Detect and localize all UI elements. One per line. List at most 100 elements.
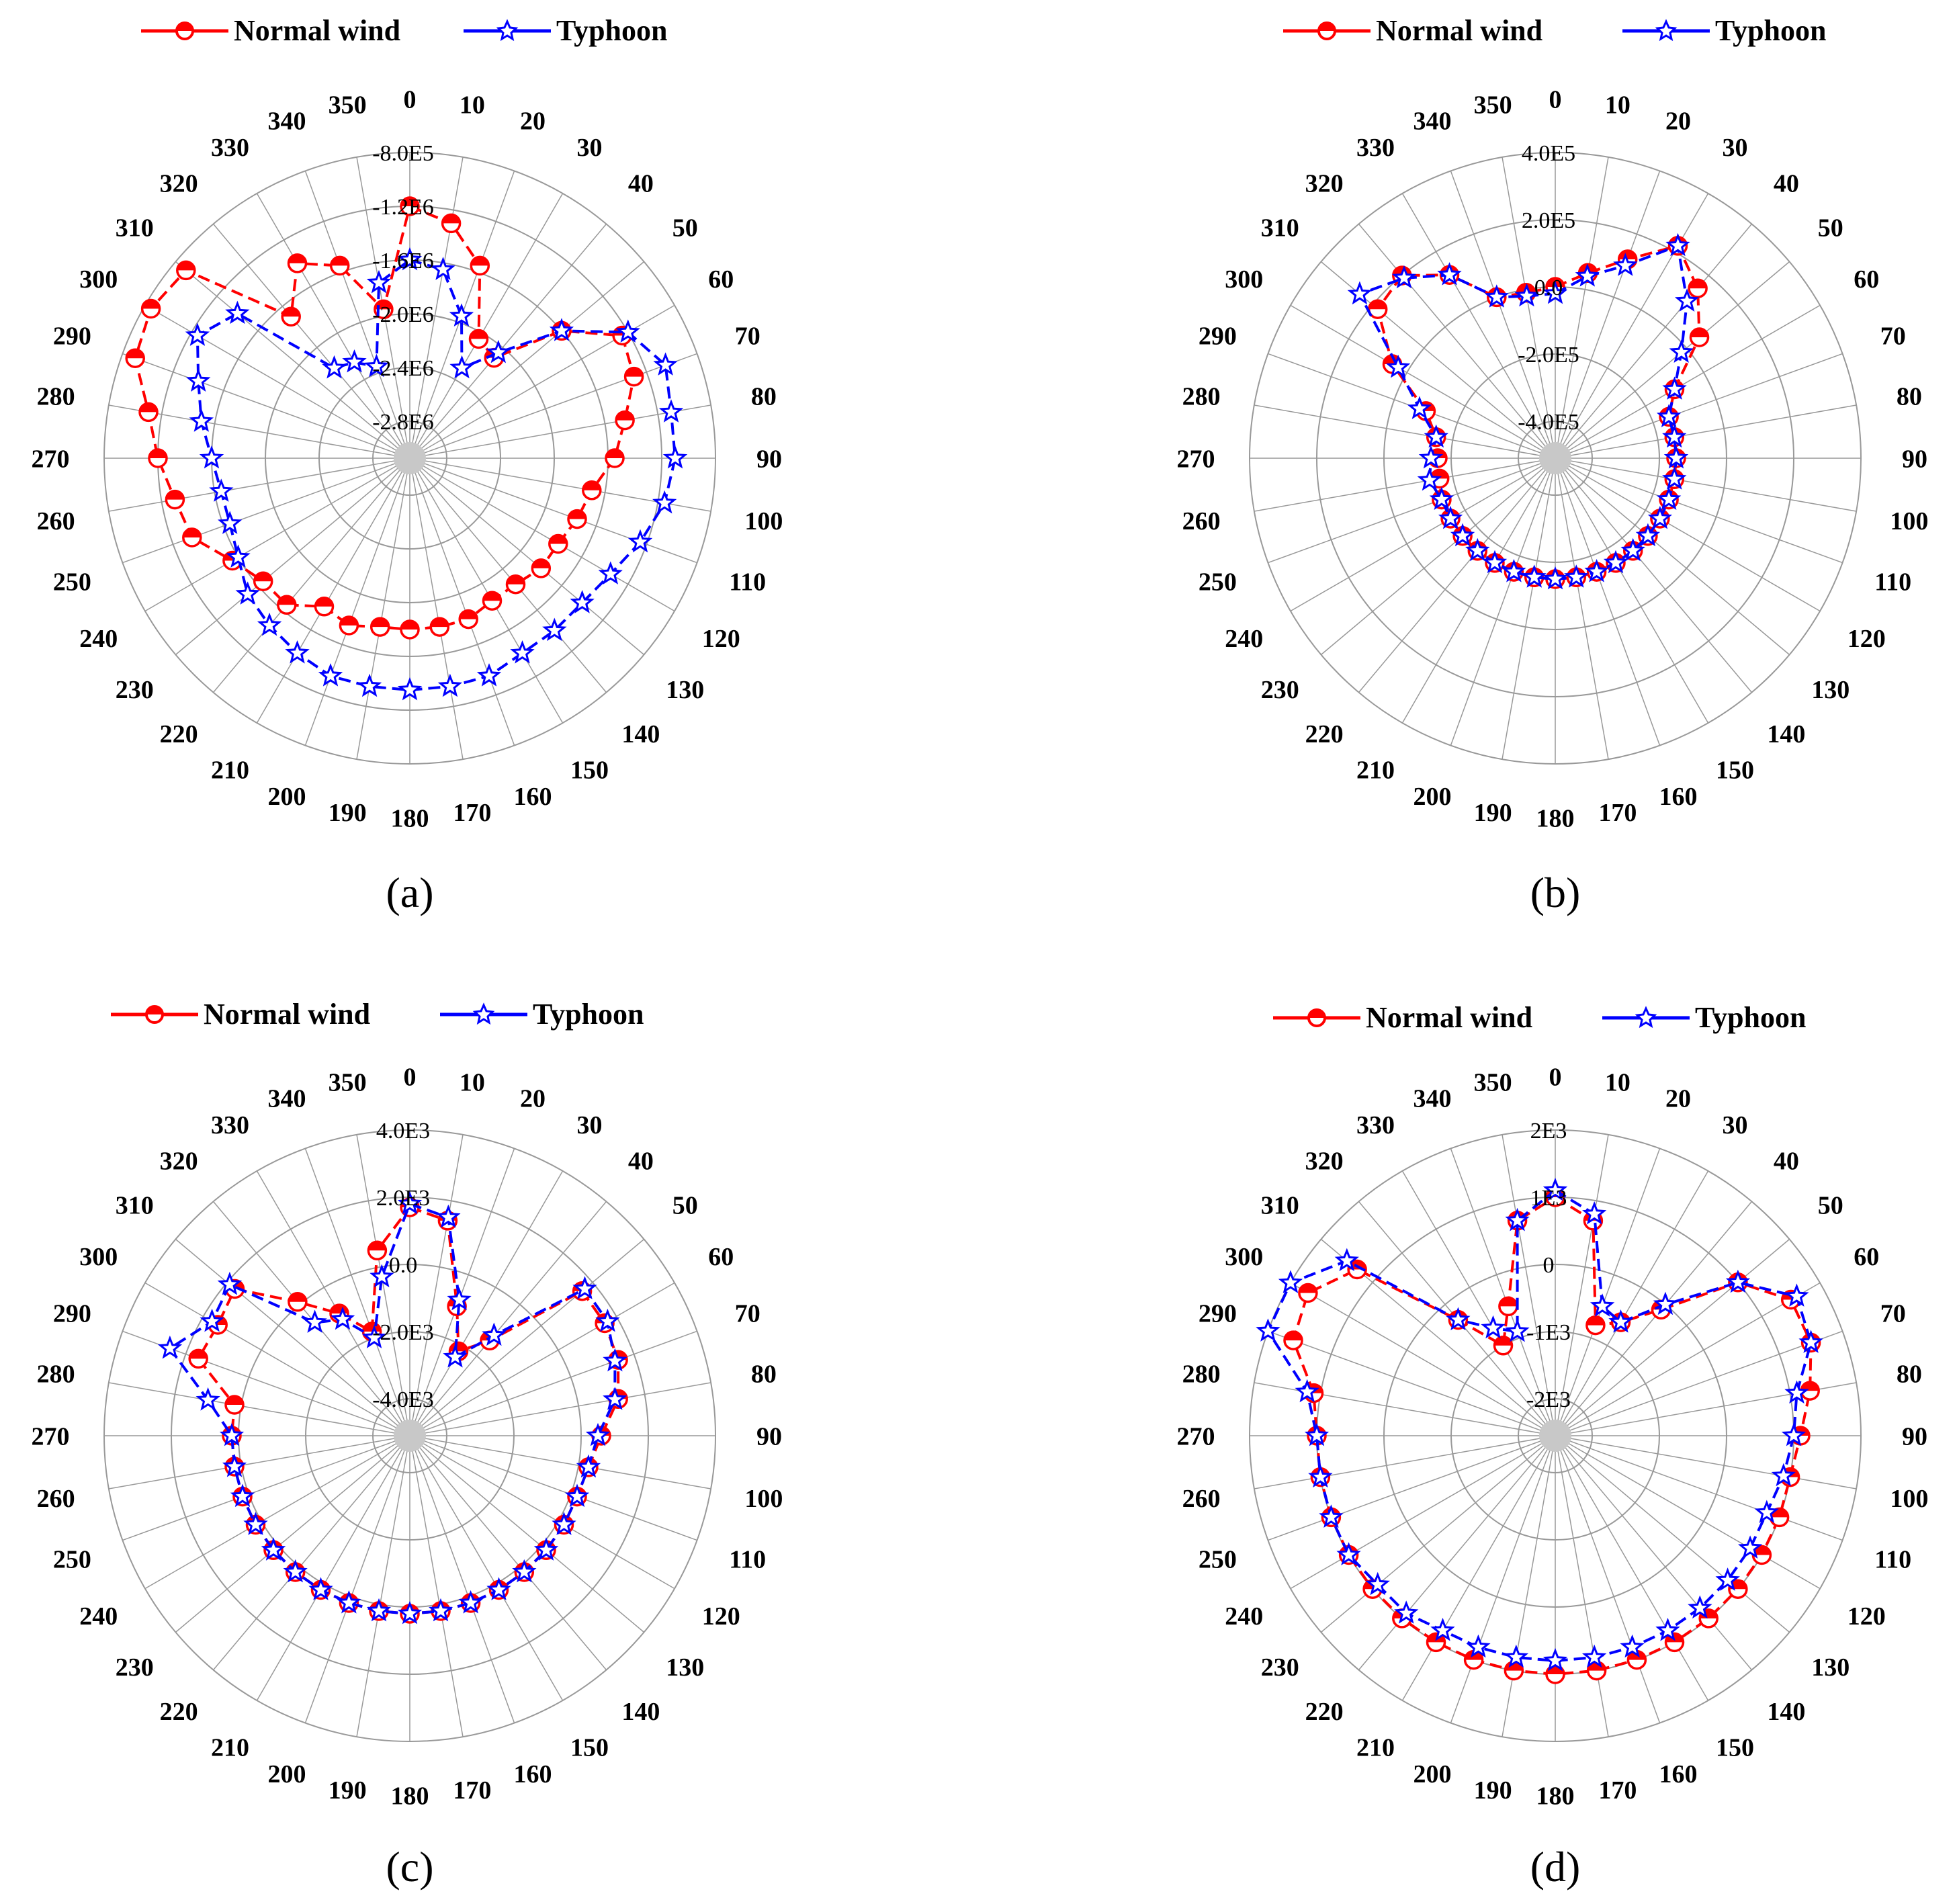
- marker-typhoon: [1669, 339, 1694, 363]
- grid-spoke: [1555, 458, 1609, 760]
- angle-tick-label: 280: [37, 382, 75, 410]
- grid-spoke: [1502, 1435, 1556, 1737]
- radial-tick-label: 2E3: [1530, 1119, 1567, 1143]
- radial-tick-label: 2.0E3: [376, 1186, 430, 1211]
- angle-tick-label: 230: [116, 1653, 154, 1682]
- marker-typhoon: [653, 352, 678, 376]
- radial-tick-label: -4.0E5: [1518, 410, 1579, 435]
- angle-tick-label: 210: [211, 1734, 249, 1762]
- marker-typhoon: [1542, 1177, 1568, 1201]
- grid-spoke: [1555, 404, 1857, 459]
- marker-typhoon: [447, 1287, 472, 1311]
- marker-typhoon: [1784, 1283, 1809, 1307]
- marker-typhoon: [337, 1590, 361, 1614]
- marker-typhoon: [458, 1590, 483, 1614]
- marker-normal-wind: [165, 489, 185, 510]
- marker-typhoon: [366, 1598, 392, 1622]
- marker-typhoon: [1620, 1634, 1645, 1658]
- grid-spoke: [1555, 458, 1709, 724]
- grid: [1249, 152, 1862, 765]
- radial-tick-label: -2.4E6: [372, 356, 434, 381]
- grid-spoke: [175, 261, 410, 459]
- grid-spoke: [409, 1238, 645, 1436]
- angle-tick-label: 320: [1305, 170, 1344, 198]
- marker-typhoon: [436, 1204, 461, 1228]
- angle-tick-label: 70: [735, 1299, 760, 1328]
- angle-tick-label: 100: [744, 507, 783, 535]
- legend-normal-label: Normal wind: [1376, 14, 1542, 47]
- panel-label-a: (a): [386, 869, 433, 916]
- marker-typhoon: [595, 1308, 620, 1332]
- angle-tick-label: 60: [708, 265, 734, 294]
- angle-tick-label: 30: [1723, 134, 1748, 162]
- marker-typhoon: [1319, 1504, 1344, 1528]
- marker-typhoon: [1504, 1644, 1529, 1668]
- legend-normal-marker-fill: [1309, 1010, 1325, 1018]
- grid-spoke: [1450, 1148, 1556, 1436]
- marker-typhoon: [482, 1322, 507, 1346]
- marker-normal-wind: [441, 213, 462, 234]
- grid-spoke: [108, 1435, 410, 1489]
- legend-typhoon-label: Typhoon: [556, 14, 668, 47]
- marker-typhoon: [1657, 486, 1682, 511]
- marker-normal-wind: [224, 1395, 245, 1415]
- marker-typhoon: [185, 322, 210, 346]
- grid-spoke: [1555, 353, 1843, 459]
- angle-tick-label: 190: [329, 1776, 367, 1805]
- angle-tick-label: 340: [268, 107, 306, 136]
- grid-spoke: [1254, 458, 1556, 512]
- marker-typhoon: [1505, 1318, 1530, 1342]
- grid-spoke: [1450, 171, 1556, 459]
- marker-normal-wind: [567, 509, 587, 529]
- angle-tick-label: 120: [702, 1602, 740, 1631]
- marker-typhoon: [1798, 1330, 1823, 1353]
- marker-typhoon: [318, 663, 343, 687]
- grid-spoke: [212, 458, 410, 693]
- angle-tick-label: 80: [751, 382, 777, 410]
- angle-tick-label: 220: [160, 720, 198, 748]
- marker-typhoon: [1514, 283, 1539, 307]
- marker-normal-wind: [1367, 299, 1388, 319]
- grid-spoke: [144, 1435, 410, 1590]
- angle-tick-label: 330: [1356, 134, 1395, 162]
- angle-tick-label: 320: [160, 170, 198, 198]
- marker-typhoon: [576, 1454, 601, 1478]
- grid-spoke: [1555, 261, 1790, 459]
- marker-typhoon: [603, 1348, 627, 1372]
- marker-typhoon: [397, 247, 423, 271]
- marker-typhoon: [603, 1387, 627, 1410]
- marker-typhoon: [217, 511, 243, 534]
- marker-typhoon: [199, 445, 224, 469]
- panel-label-b: (b): [1530, 869, 1581, 916]
- marker-typhoon: [1482, 550, 1508, 574]
- marker-typhoon: [1781, 1422, 1807, 1446]
- marker-typhoon: [397, 1600, 423, 1625]
- marker-typhoon: [510, 640, 535, 664]
- marker-typhoon: [570, 590, 595, 613]
- grid-spoke: [409, 157, 464, 459]
- marker-typhoon: [1295, 1379, 1319, 1403]
- grid-spoke: [256, 1435, 410, 1701]
- angle-tick-label: 60: [1854, 1243, 1879, 1271]
- grid-spoke: [1555, 458, 1843, 564]
- angle-tick-label: 90: [756, 445, 782, 473]
- marker-typhoon: [1655, 1617, 1680, 1641]
- angle-tick-label: 160: [514, 1760, 552, 1788]
- marker-typhoon: [1665, 232, 1690, 257]
- marker-typhoon: [1418, 445, 1444, 469]
- marker-typhoon: [1446, 1307, 1471, 1331]
- marker-typhoon: [486, 339, 511, 363]
- angle-tick-label: 100: [1890, 1485, 1928, 1513]
- angle-tick-label: 100: [1890, 507, 1928, 535]
- marker-typhoon: [283, 1559, 308, 1583]
- grid-spoke: [409, 193, 564, 459]
- grid-spoke: [1555, 1148, 1661, 1436]
- radial-tick-label: 0.0: [1534, 275, 1563, 300]
- grid-spoke: [304, 1148, 410, 1436]
- grid-spoke: [409, 1435, 645, 1633]
- angle-tick-label: 150: [1716, 1734, 1754, 1762]
- marker-typhoon: [1662, 424, 1687, 448]
